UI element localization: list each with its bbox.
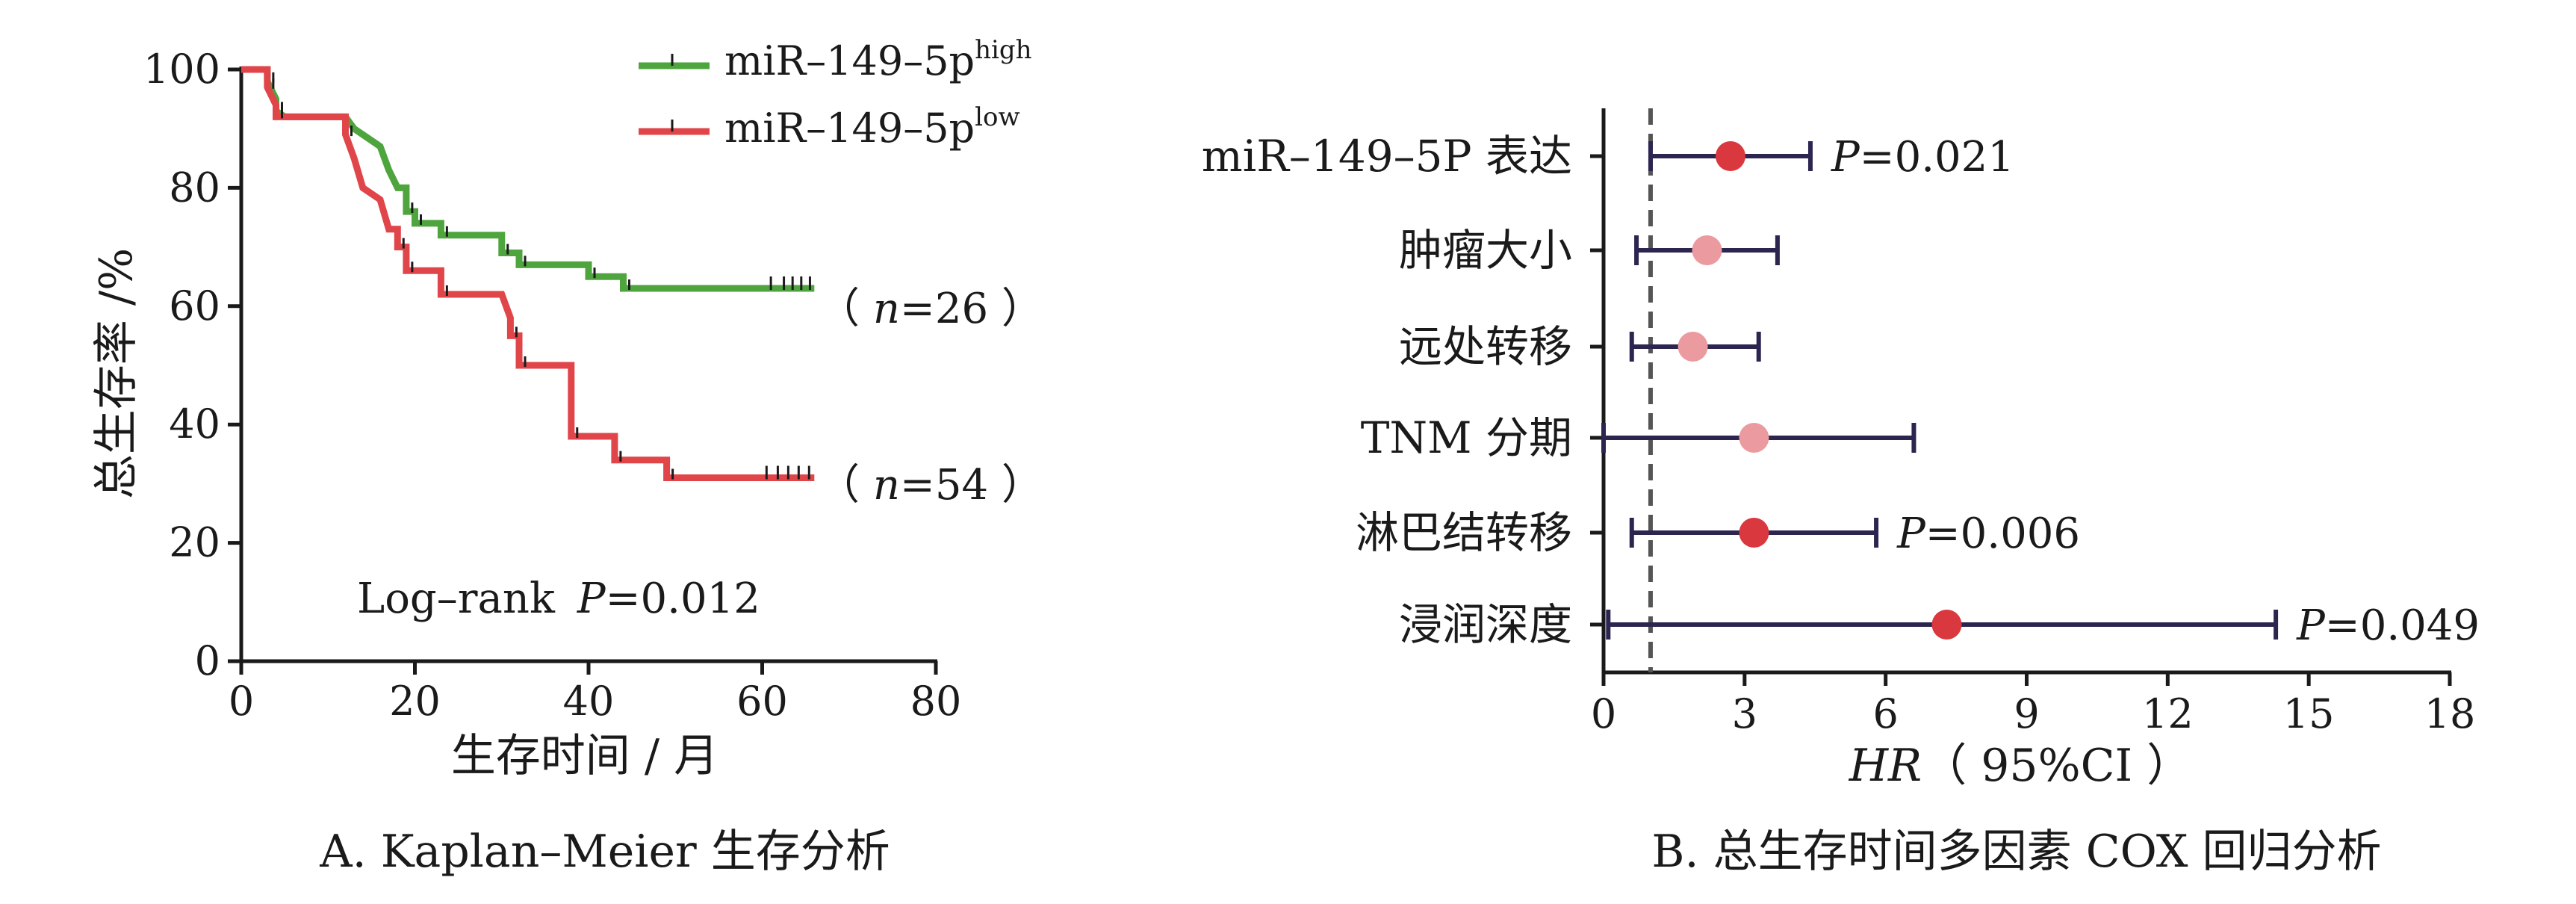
forest-x-tick-label: 9 <box>2014 690 2039 737</box>
forest-x-tick-label: 6 <box>1872 690 1898 737</box>
forest-hr-point <box>1715 141 1745 171</box>
forest-hr-point <box>1692 235 1722 265</box>
forest-x-tick-label: 12 <box>2142 690 2194 737</box>
km-x-tick-label: 80 <box>910 678 962 725</box>
forest-x-tick-label: 3 <box>1732 690 1757 737</box>
forest-p-label: P <box>2296 601 2326 650</box>
km-curve-low <box>241 66 815 481</box>
caption-panel-b: B. 总生存时间多因素 COX 回归分析 <box>1651 826 2381 878</box>
n-label-low: （ n=54 ） <box>818 461 1043 510</box>
forest-plot-panel: 0 3 6 9 12 15 18 miR–149–5P 表达 P=0.021肿瘤大小远处转移T… <box>1202 108 2480 878</box>
forest-row-label: 远处转移 <box>1399 321 1572 372</box>
km-x-tick-label: 60 <box>736 678 788 725</box>
legend-label-high: miR–149–5phigh <box>724 35 1032 84</box>
km-axes: 0 20 40 60 80 100 0 20 40 60 80 <box>143 46 961 725</box>
km-legend: miR–149–5phigh miR–149–5plow <box>639 35 1032 152</box>
km-y-tick-label: 80 <box>169 164 220 211</box>
km-x-tick-label: 20 <box>389 678 441 725</box>
forest-axes: 0 3 6 9 12 15 18 <box>1591 108 2476 737</box>
forest-x-axis-title: HR（ 95%CI ） <box>1849 740 2192 792</box>
legend-sup-high: high <box>975 35 1031 65</box>
logrank-label: Log–rank P=0.012 <box>357 575 760 623</box>
km-y-tick-label: 20 <box>169 519 220 566</box>
km-x-axis-title: 生存时间 / 月 <box>451 730 719 782</box>
caption-panel-a: A. Kaplan–Meier 生存分析 <box>319 826 890 878</box>
forest-p-value: P=0.006 <box>1896 510 2080 558</box>
km-curves <box>241 66 815 481</box>
km-y-tick-label: 100 <box>143 46 220 93</box>
forest-p-number: =0.049 <box>2325 601 2480 650</box>
forest-p-value: P=0.021 <box>1831 133 2014 182</box>
forest-row-label: 肿瘤大小 <box>1399 225 1572 276</box>
km-x-tick-label: 40 <box>563 678 615 725</box>
forest-x-tick-label: 15 <box>2283 690 2335 737</box>
km-y-axis-title: 总生存率 /% <box>90 248 143 499</box>
forest-hr-point <box>1739 423 1769 453</box>
legend-base-low: miR–149–5p <box>724 105 975 152</box>
forest-row-label: 淋巴结转移 <box>1356 507 1572 558</box>
forest-x-tick-label: 0 <box>1591 690 1616 737</box>
forest-row-label: 浸润深度 <box>1399 599 1572 650</box>
forest-x-tick-label: 18 <box>2424 690 2476 737</box>
legend-label-low: miR–149–5plow <box>724 102 1020 152</box>
km-curve-high <box>241 66 815 292</box>
forest-hr-point <box>1931 610 1962 640</box>
km-y-tick-label: 40 <box>169 400 220 448</box>
legend-base-high: miR–149–5p <box>724 37 975 84</box>
forest-p-number: =0.006 <box>1925 510 2080 558</box>
legend-sup-low: low <box>975 102 1019 132</box>
km-y-tick-label: 60 <box>169 282 220 329</box>
forest-row-label: miR–149–5P 表达 <box>1202 131 1572 182</box>
forest-p-number: =0.021 <box>1860 133 2014 182</box>
forest-p-label: P <box>1896 510 1926 558</box>
forest-hr-point <box>1739 518 1769 548</box>
n-label-high: （ n=26 ） <box>818 285 1043 333</box>
forest-row-label: TNM 分期 <box>1361 412 1572 463</box>
forest-p-value: P=0.049 <box>2296 601 2480 650</box>
forest-hr-point <box>1677 332 1708 362</box>
km-x-tick-label: 0 <box>229 678 254 725</box>
km-y-tick-label: 0 <box>195 637 220 684</box>
forest-p-label: P <box>1831 133 1860 182</box>
